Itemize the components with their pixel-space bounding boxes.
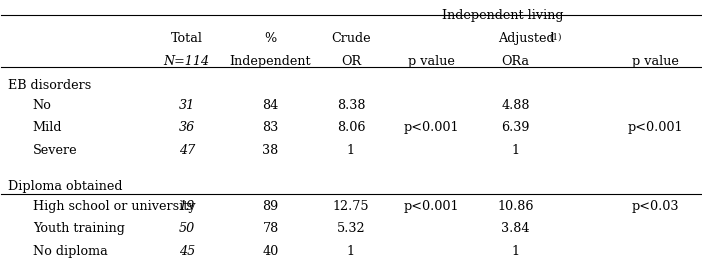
Text: 19: 19 xyxy=(178,200,195,213)
Text: 40: 40 xyxy=(263,244,279,257)
Text: 83: 83 xyxy=(263,121,279,134)
Text: 38: 38 xyxy=(263,144,279,157)
Text: N=114: N=114 xyxy=(164,55,210,68)
Text: Severe: Severe xyxy=(33,144,77,157)
Text: 10.86: 10.86 xyxy=(497,200,534,213)
Text: 8.06: 8.06 xyxy=(337,121,365,134)
Text: 1: 1 xyxy=(347,244,355,257)
Text: Diploma obtained: Diploma obtained xyxy=(8,180,123,193)
Text: ORa: ORa xyxy=(501,55,529,68)
Text: High school or university: High school or university xyxy=(33,200,195,213)
Text: Adjusted: Adjusted xyxy=(498,32,555,45)
Text: 8.38: 8.38 xyxy=(337,99,365,112)
Text: Mild: Mild xyxy=(33,121,62,134)
Text: 5.32: 5.32 xyxy=(337,222,365,235)
Text: 1: 1 xyxy=(511,144,519,157)
Text: Youth training: Youth training xyxy=(33,222,125,235)
Text: No diploma: No diploma xyxy=(33,244,107,257)
Text: 50: 50 xyxy=(178,222,195,235)
Text: 1: 1 xyxy=(347,144,355,157)
Text: EB disorders: EB disorders xyxy=(8,79,92,92)
Text: No: No xyxy=(33,99,52,112)
Text: 12.75: 12.75 xyxy=(333,200,369,213)
Text: %: % xyxy=(265,32,277,45)
Text: 36: 36 xyxy=(178,121,195,134)
Text: 89: 89 xyxy=(263,200,279,213)
Text: 47: 47 xyxy=(178,144,195,157)
Text: p<0.03: p<0.03 xyxy=(631,200,679,213)
Text: p value: p value xyxy=(408,55,455,68)
Text: (1): (1) xyxy=(549,32,562,41)
Text: OR: OR xyxy=(341,55,361,68)
Text: 84: 84 xyxy=(263,99,279,112)
Text: 78: 78 xyxy=(263,222,279,235)
Text: 4.88: 4.88 xyxy=(501,99,529,112)
Text: p<0.001: p<0.001 xyxy=(404,121,459,134)
Text: Total: Total xyxy=(171,32,203,45)
Text: p value: p value xyxy=(632,55,679,68)
Text: p<0.001: p<0.001 xyxy=(404,200,459,213)
Text: Crude: Crude xyxy=(331,32,371,45)
Text: 45: 45 xyxy=(178,244,195,257)
Text: p<0.001: p<0.001 xyxy=(628,121,683,134)
Text: 3.84: 3.84 xyxy=(501,222,529,235)
Text: Independent: Independent xyxy=(230,55,312,68)
Text: Independent living: Independent living xyxy=(442,9,564,22)
Text: 1: 1 xyxy=(511,244,519,257)
Text: 31: 31 xyxy=(178,99,195,112)
Text: 6.39: 6.39 xyxy=(501,121,529,134)
